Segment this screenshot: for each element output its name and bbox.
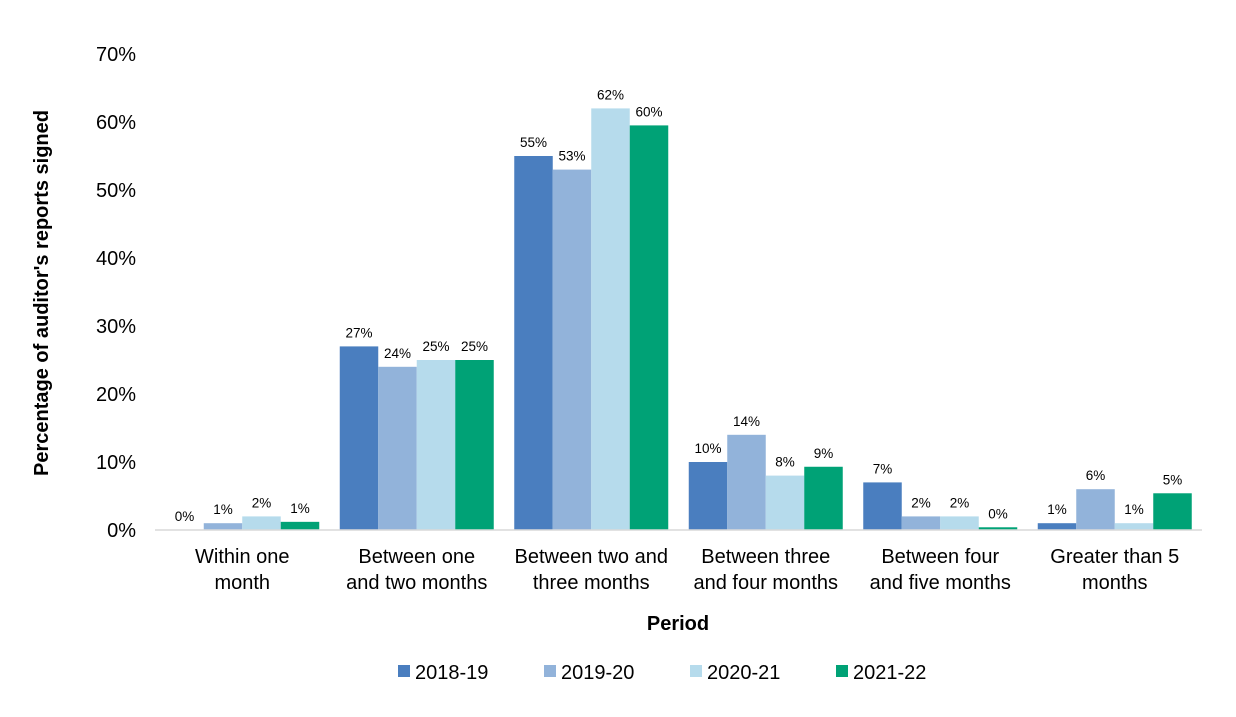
- legend-item: 2018-19: [398, 662, 488, 684]
- data-label: 27%: [345, 325, 372, 340]
- y-axis-title: Percentage of auditor's reports signed: [31, 110, 53, 476]
- y-tick-label: 30%: [96, 316, 136, 338]
- x-axis-title: Period: [647, 613, 709, 635]
- y-tick-label: 20%: [96, 384, 136, 406]
- bar: [514, 156, 553, 530]
- x-tick-label: Between one and two months: [346, 546, 487, 594]
- data-label: 10%: [694, 441, 721, 456]
- y-axis-ticks: 0% 10% 20% 30% 40% 50% 60% 70%: [96, 44, 136, 542]
- legend-swatch: [544, 665, 556, 677]
- legend-label: 2019-20: [561, 662, 634, 684]
- bar: [242, 516, 281, 530]
- data-label: 55%: [520, 135, 547, 150]
- bar: [280, 521, 320, 530]
- y-tick-label: 50%: [96, 180, 136, 202]
- data-label: 60%: [635, 104, 662, 119]
- bars: [203, 108, 1192, 531]
- bar: [1114, 523, 1154, 530]
- data-label: 1%: [290, 501, 310, 516]
- bar: [552, 169, 592, 530]
- x-tick-label: Greater than 5 months: [1050, 546, 1179, 594]
- bar: [978, 527, 1018, 530]
- legend-label: 2020-21: [707, 662, 780, 684]
- bar: [1153, 493, 1192, 530]
- bar: [591, 108, 630, 531]
- data-label: 7%: [873, 461, 893, 476]
- data-label: 9%: [814, 446, 834, 461]
- bar: [455, 360, 494, 530]
- legend-item: 2020-21: [690, 662, 780, 684]
- legend-swatch: [690, 665, 702, 677]
- data-label: 8%: [775, 455, 795, 470]
- y-tick-label: 10%: [96, 452, 136, 474]
- bar: [863, 482, 902, 530]
- y-tick-label: 60%: [96, 112, 136, 134]
- data-label: 25%: [461, 339, 488, 354]
- data-label: 6%: [1086, 468, 1106, 483]
- legend-label: 2021-22: [853, 662, 926, 684]
- x-tick-label: Between two and three months: [515, 546, 668, 594]
- x-axis-category-labels: Within one month Between one and two months…: [195, 546, 1179, 594]
- x-tick-label: Within one month: [195, 546, 290, 594]
- legend: 2018-19 2019-20 2020-21 2021-22: [398, 662, 926, 684]
- data-label: 24%: [384, 346, 411, 361]
- y-tick-label: 40%: [96, 248, 136, 270]
- legend-item: 2019-20: [544, 662, 634, 684]
- legend-label: 2018-19: [415, 662, 488, 684]
- bar: [688, 462, 728, 530]
- bar: [1037, 523, 1077, 530]
- legend-item: 2021-22: [836, 662, 926, 684]
- data-labels: 0% 1% 2% 1% 27% 24% 25% 25% 55% 53% 62% 60% 10% 14% 8%…: [175, 87, 1183, 524]
- bar: [940, 516, 979, 530]
- bar: [378, 366, 417, 530]
- data-label: 1%: [1047, 502, 1067, 517]
- bar: [765, 475, 805, 530]
- data-label: 0%: [988, 506, 1008, 521]
- bar: [203, 523, 243, 530]
- bar: [901, 516, 941, 530]
- data-label: 2%: [252, 495, 272, 510]
- data-label: 25%: [422, 339, 449, 354]
- legend-swatch: [836, 665, 848, 677]
- data-label: 14%: [733, 414, 760, 429]
- data-label: 2%: [911, 495, 931, 510]
- x-tick-label: Between four and five months: [870, 546, 1011, 594]
- bar: [416, 360, 456, 530]
- bar: [804, 466, 843, 530]
- data-label: 62%: [597, 87, 624, 102]
- bar: [629, 125, 669, 531]
- data-label: 2%: [950, 495, 970, 510]
- data-label: 5%: [1163, 472, 1183, 487]
- legend-swatch: [398, 665, 410, 677]
- data-label: 53%: [558, 149, 585, 164]
- bar: [339, 346, 379, 530]
- bar: [1076, 489, 1115, 530]
- x-tick-label: Between three and four months: [693, 546, 838, 594]
- data-label: 1%: [1124, 502, 1144, 517]
- data-label: 0%: [175, 509, 195, 524]
- y-tick-label: 70%: [96, 44, 136, 66]
- data-label: 1%: [213, 502, 233, 517]
- bar: [727, 434, 766, 530]
- y-tick-label: 0%: [107, 520, 136, 542]
